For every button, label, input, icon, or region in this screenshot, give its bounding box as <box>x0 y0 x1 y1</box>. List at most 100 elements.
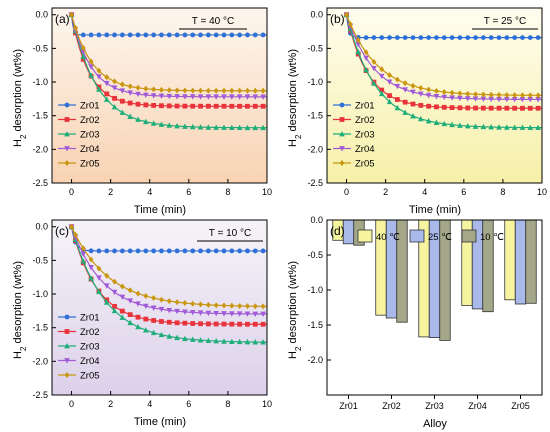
panel-a-series-zr02-point <box>237 103 243 109</box>
panel-d-legend-label: 40 ℃ <box>376 232 400 243</box>
panel-b-series-zr02-point <box>527 105 533 111</box>
panel-c-legend-swatch-marker <box>64 329 70 334</box>
panel-c-series-zr01-point <box>88 248 94 254</box>
panel-a-series-zr04-point <box>205 94 212 100</box>
panel-a-series-zr01-point <box>245 32 250 38</box>
panel-a-xtick-label: 6 <box>186 187 191 197</box>
panel-b-series-zr04-point <box>488 96 494 103</box>
panel-c-series-zr05-point <box>119 283 125 290</box>
panel-c-series-zr02-point <box>190 321 196 326</box>
panel-d-ylabel: H2 desorption (wt%) <box>287 261 303 359</box>
panel-b-series-zr01-point <box>465 35 471 41</box>
panel-b-series-zr05-point <box>520 92 525 99</box>
panel-b-series-zr02-point <box>504 105 510 111</box>
panel-d-bar-zr05 <box>514 219 527 305</box>
panel-a-series-zr04-point <box>182 94 188 100</box>
panel-a-ytick-label: -0.5 <box>32 43 48 53</box>
panel-b-series-zr03-point <box>355 49 362 55</box>
panel-c-series-zr02-point <box>252 321 258 327</box>
panel-c-series-zr05-point <box>69 223 74 230</box>
panel-c-series-zr05-point <box>151 295 157 302</box>
panel-c-series-zr05-markers <box>69 223 266 310</box>
panel-a: 0 2 4 6 8 100.0-0.5-1.0-1.5-2.0-2.5Zr01Zr02Zr… <box>12 7 272 216</box>
panel-a-series-zr02-point <box>190 103 196 109</box>
panel-a-series-zr01-point <box>127 32 133 38</box>
panel-c-series-zr05-point <box>143 292 149 299</box>
panel-a-ytick-label: -1.5 <box>32 111 48 121</box>
panel-a-series-zr02-point <box>159 103 164 109</box>
panel-b-series-zr04-point <box>464 96 471 102</box>
panel-c-series-zr04-point <box>229 311 235 317</box>
panel-a-legend-swatch-marker <box>64 117 70 122</box>
panel-b-series-zr01-point <box>527 35 533 41</box>
panel-b-series-zr01-point <box>457 35 463 41</box>
panel-c-series-zr03-point <box>103 299 110 305</box>
panel-a-series-zr02-point <box>221 103 227 109</box>
panel-b-series-zr05-point <box>441 88 447 95</box>
panel-b-series-zr01-point <box>394 35 400 41</box>
panel-a-series-zr01-point <box>135 32 141 38</box>
panel-c-legend: Zr01 Zr02 Zr03 Zr04 Zr05 <box>58 313 100 382</box>
panel-b-series-zr02-point <box>387 93 392 99</box>
panel-c-series-zr03-point <box>119 314 126 320</box>
panel-c-plot: 0 2 4 6 8 100.0-0.5-1.0-1.5-2.0-2.5Zr01Zr02Zr… <box>32 222 272 409</box>
panel-b-series-zr04-point <box>402 87 408 93</box>
panel-c-series-zr05-point <box>213 302 219 309</box>
panel-d-ytick-label: -2.0 <box>307 355 323 365</box>
panel-c-series-zr01-point <box>260 248 266 254</box>
panel-c-series-zr01-point <box>205 248 211 254</box>
panel-a-series-zr03-point <box>96 86 102 92</box>
panel-b-series-zr04-point <box>480 96 487 102</box>
panel-c-series-zr02-point <box>237 321 243 327</box>
panel-c-series-zr05-point <box>198 301 203 308</box>
panel-a-series-zr03-point <box>174 123 180 129</box>
panel-d-legend-swatch <box>409 229 425 243</box>
panel-c-series-zr05-point <box>166 298 172 305</box>
panel-a-series-zr03-point <box>260 124 266 131</box>
panel-c-series-zr01-point <box>213 248 219 254</box>
panel-c-series-zr04-point <box>244 311 251 317</box>
panel-d-xtick-label: Zr04 <box>468 401 487 411</box>
panel-c-series-zr04-point <box>182 309 188 315</box>
panel-b-series-zr05-point <box>394 76 400 83</box>
panel-b-ytick-label: -0.5 <box>307 43 323 53</box>
panel-b-series-zr03-point <box>457 122 463 128</box>
panel-b-legend-swatch-marker <box>339 102 345 108</box>
panel-a-legend: Zr01 Zr02 Zr03 Zr04 Zr05 <box>58 101 100 170</box>
panel-b-series-zr02-point <box>379 87 385 93</box>
panel-b-series-zr04-point <box>441 94 448 101</box>
panel-b-xtick-label: 10 <box>537 187 547 197</box>
panel-b-series-zr01-point <box>441 35 447 41</box>
panel-a-series-zr05-point <box>88 58 94 65</box>
panel-c-series-zr02-point <box>159 319 164 324</box>
panel-c-xtick-label: 10 <box>262 399 272 409</box>
panel-b-series-zr02-point <box>535 105 541 111</box>
panel-a-series-zr05-point <box>159 86 164 93</box>
panel-c-series-zr04-point <box>111 289 118 296</box>
panel-a-series-zr05-point <box>252 87 258 94</box>
panel-a-series-zr04-point <box>174 94 180 100</box>
panel-c-series-zr02-point <box>245 321 250 327</box>
panel-a-series-zr04-point <box>111 85 118 91</box>
panel-a-series-zr02-point <box>205 103 211 109</box>
panel-a-series-zr02-point <box>182 103 188 109</box>
panel-c-series-zr02-point <box>143 316 149 322</box>
panel-a-series-zr02-point <box>151 103 157 108</box>
panel-a-legend-swatch-marker <box>64 131 70 137</box>
panel-a-series-zr02-point <box>166 103 172 109</box>
panel-c-series-zr04-point <box>80 251 87 258</box>
panel-b-series-zr03-point <box>504 124 510 130</box>
panel-a-series-zr02-point <box>104 91 110 97</box>
panel-b-xtick-label: 2 <box>383 187 388 197</box>
panel-c-ytick-label: -1.5 <box>32 323 48 333</box>
panel-a-series-zr05-point <box>104 74 110 81</box>
panel-a-legend-swatch-marker <box>64 102 70 108</box>
panel-c-legend-label: Zr02 <box>80 327 100 338</box>
panel-b-ytick-label: 0.0 <box>310 10 323 20</box>
panel-a-series-zr01-point <box>190 32 196 38</box>
panel-c-xtick-label: 2 <box>108 399 113 409</box>
panel-c-series-zr04-point <box>197 310 204 316</box>
panel-b-series-zr05-point <box>363 49 369 56</box>
panel-a-series-zr04-point <box>127 90 133 96</box>
panel-c-series-zr03-point <box>127 319 133 326</box>
